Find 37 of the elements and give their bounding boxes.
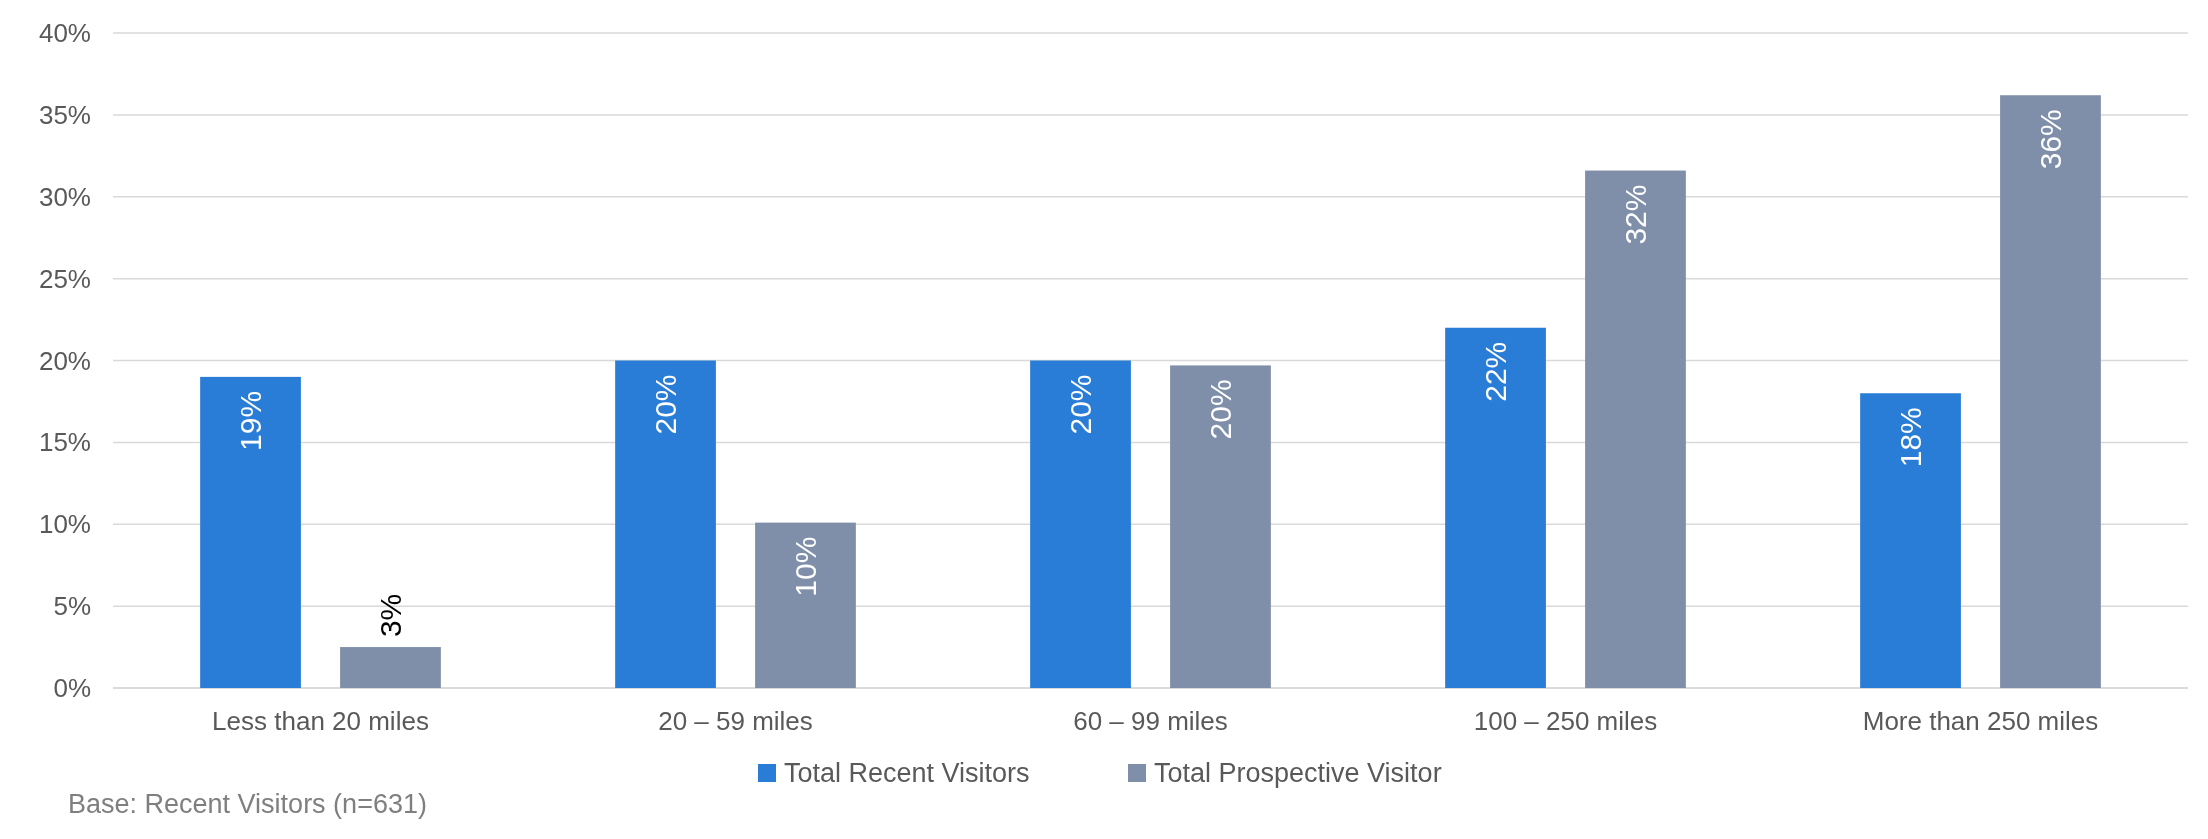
bar (340, 647, 441, 688)
text: Base: Recent Visitors (n=631) (68, 789, 427, 819)
y-tick-label: 10% (38, 509, 91, 540)
y-tick-label: 15% (38, 427, 91, 458)
data-label: 36% (2033, 109, 2067, 170)
bar (1585, 170, 1686, 688)
data-label: 22% (1479, 341, 1513, 402)
x-tick-label: Less than 20 miles (212, 706, 429, 736)
y-tick-label: 35% (38, 99, 91, 130)
data-label: 20% (1064, 374, 1098, 435)
data-label: 10% (788, 536, 822, 597)
data-label: 18% (1894, 407, 1928, 468)
y-tick-label: 25% (38, 263, 91, 294)
bar (1030, 360, 1131, 688)
data-label: 32% (1618, 184, 1652, 245)
bar (755, 522, 856, 688)
bar (1170, 365, 1271, 688)
bar (2000, 95, 2101, 688)
bar (1860, 393, 1961, 688)
x-tick-label: 100 – 250 miles (1473, 706, 1658, 736)
data-label: 20% (649, 374, 683, 435)
x-tick-label: More than 250 miles (1862, 706, 2099, 736)
bar (200, 376, 301, 688)
x-tick-label: 60 – 99 miles (1073, 706, 1228, 736)
bar (615, 360, 716, 688)
legend-label: Total Prospective Visitor (1154, 758, 1442, 788)
legend-label: Total Recent Visitors (784, 758, 1030, 788)
y-tick-label: 0% (53, 673, 91, 703)
y-tick-label: 30% (38, 181, 91, 212)
data-label: 19% (234, 390, 268, 451)
bar (1445, 327, 1546, 688)
x-tick-label: 20 – 59 miles (658, 706, 813, 736)
data-label: 20% (1203, 379, 1237, 440)
y-tick-label: 40% (38, 18, 91, 48)
data-label: 3% (373, 593, 407, 638)
y-tick-label: 20% (38, 345, 91, 376)
y-tick-label: 5% (53, 591, 91, 622)
